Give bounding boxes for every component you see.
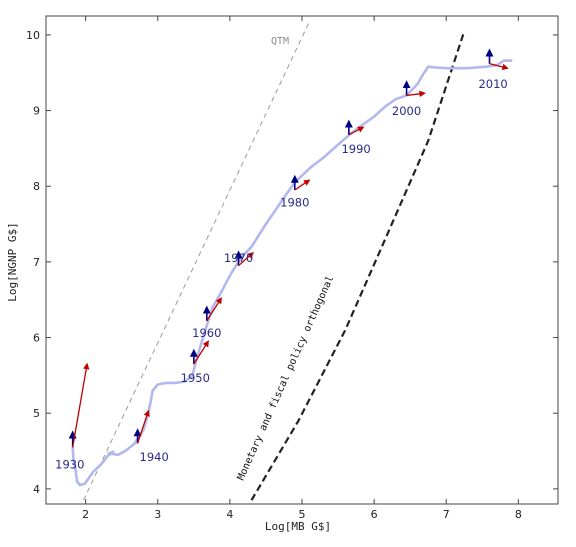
y-tick-label: 8 — [33, 180, 40, 193]
axis-ticks: 2 3 4 5 6 7 8 4 5 6 7 8 9 10 — [26, 16, 558, 521]
y-tick-label: 7 — [33, 256, 40, 269]
y-axis-label: Log[NGNP G$] — [6, 222, 19, 301]
red-arrow — [193, 340, 209, 365]
orthogonal-line — [250, 30, 466, 501]
orthogonal-label: Monetary and fiscal policy orthogonal — [236, 274, 337, 482]
year-label: 2000 — [392, 104, 421, 118]
red-arrow — [489, 63, 509, 71]
red-arrow — [206, 297, 222, 322]
x-tick-label: 2 — [82, 508, 89, 521]
red-arrow — [294, 179, 311, 191]
y-tick-label: 6 — [33, 332, 40, 345]
x-tick-label: 4 — [226, 508, 233, 521]
year-label: 1970 — [224, 251, 253, 265]
reference-lines — [83, 21, 466, 501]
series-layer — [71, 59, 513, 487]
qtm-label: QTM — [271, 36, 289, 47]
year-label: 1930 — [55, 457, 84, 471]
red-arrow — [72, 362, 90, 448]
x-axis-label: Log[MB G$] — [265, 520, 331, 533]
y-tick-label: 4 — [33, 483, 40, 496]
y-tick-label: 9 — [33, 105, 40, 118]
red-arrow — [348, 126, 365, 136]
year-label: 1940 — [140, 450, 169, 464]
x-tick-label: 5 — [299, 508, 306, 521]
red-arrow — [136, 409, 150, 444]
year-label: 1960 — [192, 326, 221, 340]
year-label: 1950 — [181, 371, 210, 385]
year-label: 1980 — [280, 196, 309, 210]
x-tick-label: 6 — [371, 508, 378, 521]
year-label: 1990 — [341, 142, 370, 156]
x-tick-label: 3 — [154, 508, 161, 521]
year-label: 2010 — [478, 77, 507, 91]
red-arrow — [238, 251, 254, 267]
y-tick-label: 10 — [26, 29, 40, 42]
series-line — [71, 59, 513, 487]
x-tick-label: 8 — [515, 508, 522, 521]
year-label-layer: 1930 1940 1950 1960 1970 1980 1990 2000 2010 — [55, 77, 508, 472]
arrow-layer — [68, 48, 509, 448]
qtm-line — [83, 21, 310, 501]
red-arrow — [406, 90, 426, 98]
y-tick-label: 5 — [33, 407, 40, 420]
x-tick-label: 7 — [443, 508, 450, 521]
